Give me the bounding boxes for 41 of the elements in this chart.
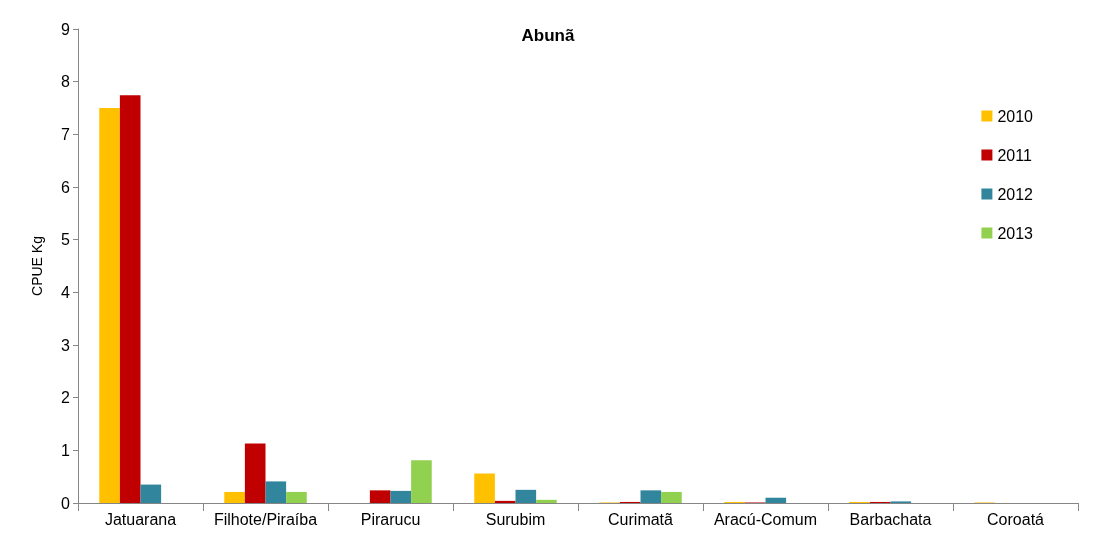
x-tick-label: Jatuarana	[104, 510, 177, 528]
bar	[265, 481, 287, 503]
legend-label: 2010	[997, 107, 1034, 125]
legend-label: 2011	[997, 146, 1032, 164]
y-tick-label: 7	[61, 125, 71, 143]
bar	[494, 500, 516, 503]
x-tick-label: Coroatá	[987, 510, 1045, 528]
bar	[119, 95, 141, 503]
bar	[99, 108, 120, 503]
legend-label: 2012	[997, 185, 1034, 203]
y-tick-label: 6	[61, 178, 71, 196]
y-tick-label: 3	[61, 336, 71, 354]
x-tick-label: Surubim	[485, 510, 546, 528]
y-tick-label: 4	[61, 283, 71, 301]
chart-title: Abunã	[521, 26, 575, 45]
bar	[369, 490, 391, 503]
y-tick-label: 1	[61, 441, 71, 459]
x-tick-label: Barbachata	[849, 510, 932, 528]
x-tick-label: Pirarucu	[360, 510, 421, 528]
y-tick-label: 9	[61, 20, 71, 38]
bar	[224, 491, 245, 503]
bar	[286, 491, 307, 503]
x-tick-label: Filhote/Piraíba	[213, 510, 318, 528]
bar	[474, 473, 495, 503]
bar	[411, 460, 432, 503]
legend-label: 2013	[997, 224, 1034, 242]
x-tick-label: Curimatã	[608, 510, 674, 528]
y-tick-label: 8	[61, 73, 71, 91]
bar	[244, 443, 266, 503]
bar	[640, 490, 662, 503]
bar	[765, 497, 787, 503]
bar	[515, 489, 537, 503]
bar	[390, 490, 412, 503]
y-axis-title: CPUE Kg	[29, 236, 45, 296]
bar	[536, 499, 557, 503]
bar	[661, 491, 682, 503]
y-tick-label: 0	[61, 494, 71, 512]
y-tick-label: 2	[61, 389, 71, 407]
bar	[140, 484, 162, 503]
x-tick-label: Aracú-Comum	[713, 510, 818, 528]
y-tick-label: 5	[61, 231, 71, 249]
